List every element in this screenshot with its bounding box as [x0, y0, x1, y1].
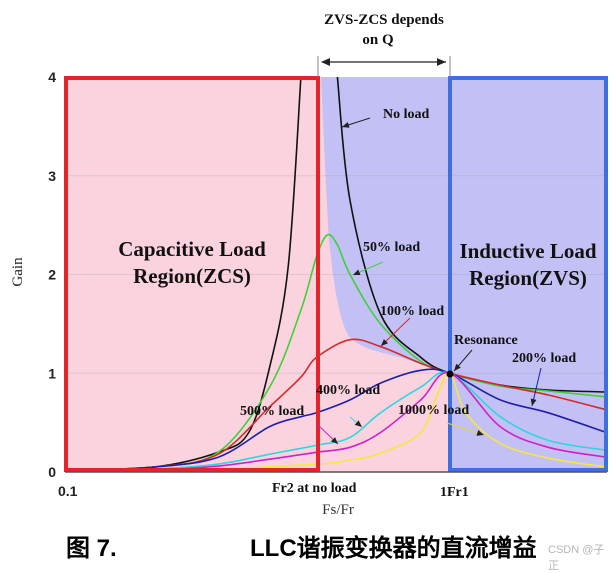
x-axis-label: Fs/Fr: [322, 502, 354, 518]
x-tick-fr2: Fr2 at no load: [272, 481, 357, 496]
y-tick-label: 2: [48, 267, 56, 283]
capacitive-region-label-2: Region(ZCS): [133, 264, 251, 288]
y-axis-label: Gain: [10, 257, 26, 287]
series-200-load-line: [65, 368, 607, 472]
x-tick-0-1: 0.1: [58, 483, 78, 499]
inductive-fill: [450, 77, 607, 472]
x-tick-fr1: 1Fr1: [440, 485, 469, 500]
label-500-load: 500% load: [240, 404, 304, 419]
inductive-region-label-1: Inductive Load: [459, 239, 596, 263]
series-400-load-line: [65, 371, 607, 472]
transition-label-2: on Q: [362, 32, 394, 48]
series-500-load-line: [65, 371, 607, 472]
watermark: CSDN @子正: [548, 544, 605, 572]
capacitive-region-label-1: Capacitive Load: [118, 237, 266, 261]
llc-gain-chart: 0 1 2 3 4 Gain Fs/Fr 0.1 Fr2 at no load 1Fr1…: [10, 12, 608, 518]
y-tick-label: 1: [48, 365, 56, 381]
resonance-point: [446, 370, 454, 378]
series-50-load-line: [65, 233, 607, 471]
arrowhead-left: [321, 58, 330, 66]
arrow-50-load: [352, 261, 384, 276]
series-100-load-line: [65, 338, 607, 471]
y-tick-labels: 0 1 2 3 4: [48, 69, 56, 480]
arrow-no-load: [341, 117, 371, 128]
label-100-load: 100% load: [380, 304, 444, 319]
arrow-400-load: [349, 416, 363, 428]
capacitive-region-border: [64, 76, 320, 472]
resonance-label: Resonance: [454, 333, 518, 348]
y-tick-label: 4: [48, 69, 56, 85]
label-no-load: No load: [383, 107, 430, 122]
series-1000-load-line: [65, 371, 607, 472]
grid: [65, 175, 607, 374]
label-200-load: 200% load: [512, 351, 576, 366]
figure-number: 图 7.: [66, 535, 117, 562]
inductive-region-border: [448, 76, 608, 472]
y-tick-label: 0: [48, 464, 56, 480]
transition-label-1: ZVS-ZCS depends: [324, 12, 444, 28]
curves: [65, 77, 607, 472]
arrow-200-load: [530, 367, 542, 407]
arrow-100-load: [380, 317, 411, 347]
label-50-load: 50% load: [363, 240, 420, 255]
arrow-1000-load: [446, 422, 485, 436]
figure-title: LLC谐振变换器的直流增益: [250, 535, 537, 562]
label-1000-load: 1000% load: [398, 403, 469, 418]
arrow-500-load: [317, 424, 339, 445]
inductive-region-label-2: Region(ZVS): [469, 266, 587, 290]
y-tick-label: 3: [48, 168, 56, 184]
arrow-resonance: [453, 349, 473, 372]
zvs-boundary-fill: [318, 77, 450, 374]
label-400-load: 400% load: [316, 383, 380, 398]
